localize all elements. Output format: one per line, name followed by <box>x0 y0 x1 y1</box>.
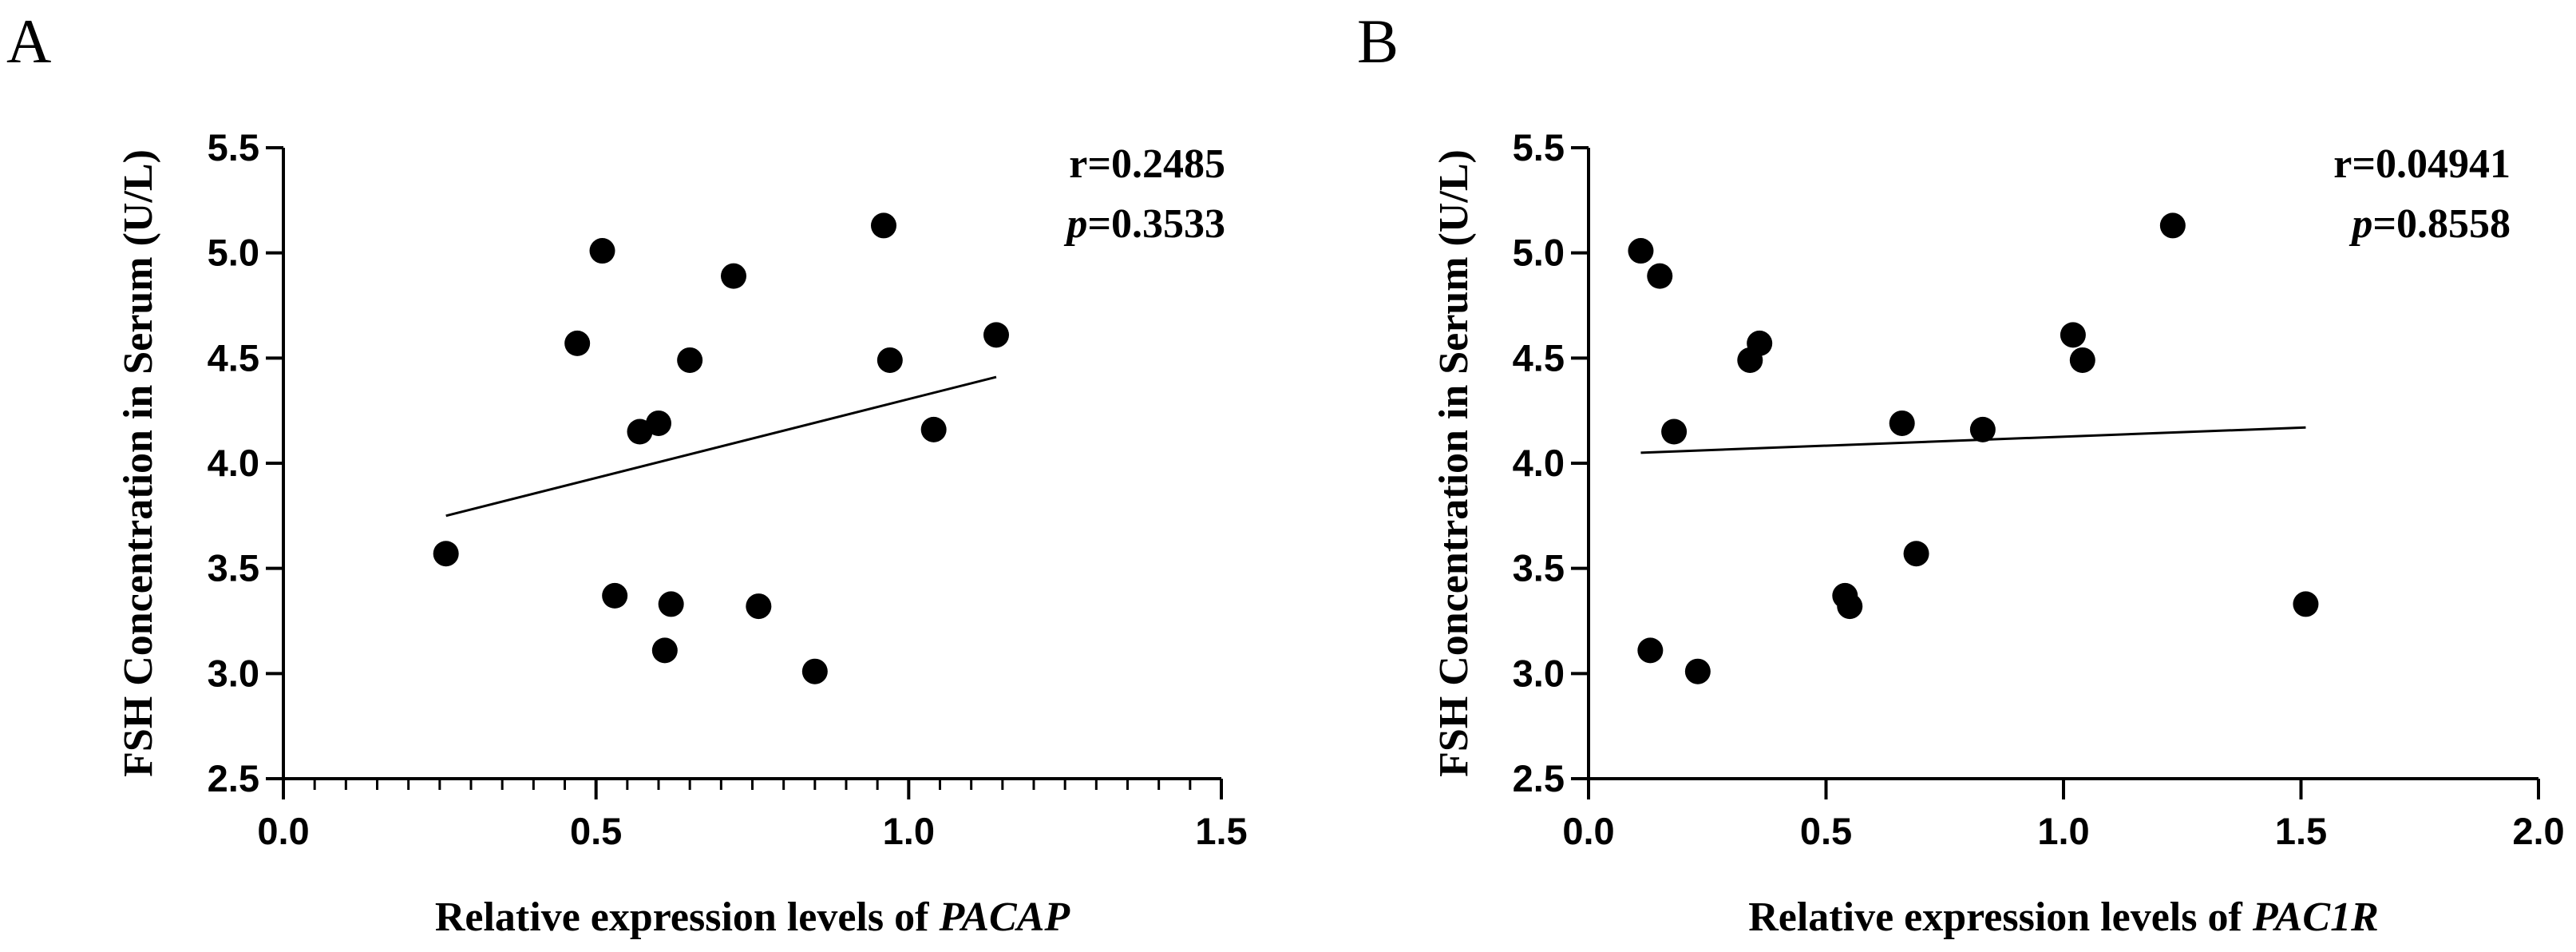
data-point <box>876 347 903 373</box>
data-point <box>646 410 671 436</box>
x-tick-label: 1.5 <box>1195 810 1247 852</box>
data-point <box>433 541 459 567</box>
y-axis-title: FSH Concentration in Serum (U/L) <box>116 149 161 777</box>
data-point <box>1747 330 1773 356</box>
x-axis-title: Relative expression levels of PACAP <box>435 894 1071 940</box>
data-point <box>658 591 684 617</box>
data-point <box>564 330 591 356</box>
x-axis-title-gene: PACAP <box>938 894 1070 940</box>
x-tick-label: 1.0 <box>2037 810 2089 852</box>
y-tick-label: 4.5 <box>208 336 259 379</box>
data-point <box>801 658 828 684</box>
stat-p-symbol: p <box>2348 201 2372 247</box>
x-tick-label: 1.5 <box>2275 810 2327 852</box>
data-point <box>602 582 628 609</box>
y-axis-title: FSH Concentration in Serum (U/L) <box>1431 149 1477 777</box>
y-tick-label: 2.5 <box>1513 757 1565 799</box>
x-tick-label: 2.0 <box>2512 810 2564 852</box>
panel-label: B <box>1357 6 1399 76</box>
x-axis-title-prefix: Relative expression levels of <box>1748 894 2253 940</box>
data-point <box>677 347 703 373</box>
x-tick-label: 0.5 <box>570 810 622 852</box>
x-tick-label: 1.0 <box>883 810 935 852</box>
y-tick-label: 5.5 <box>208 126 259 169</box>
regression-line <box>445 375 997 518</box>
y-tick-label: 5.5 <box>1513 126 1565 169</box>
data-point <box>2069 347 2095 373</box>
x-axis-title-gene: PAC1R <box>2252 894 2379 940</box>
y-tick-label: 4.5 <box>1513 336 1565 379</box>
x-axis-title: Relative expression levels of PAC1R <box>1748 894 2379 940</box>
x-tick-label: 0.5 <box>1800 810 1852 852</box>
data-point <box>589 238 615 264</box>
data-point <box>2159 212 2186 239</box>
data-point <box>920 416 947 442</box>
data-point <box>1889 410 1915 436</box>
x-axis-title-prefix: Relative expression levels of <box>435 894 940 940</box>
stat-p-value: =0.3533 <box>1087 201 1225 247</box>
y-tick-label: 4.0 <box>1513 442 1565 484</box>
y-tick-label: 3.0 <box>208 652 259 694</box>
data-point <box>1637 637 1664 664</box>
data-point <box>1647 263 1673 289</box>
regression-line <box>1640 426 2306 454</box>
stat-p-value: =0.8558 <box>2372 201 2511 247</box>
y-tick-label: 2.5 <box>208 757 259 799</box>
data-point <box>721 263 746 289</box>
data-point <box>983 322 1009 348</box>
panel-b: B 2.5 3.0 3.5 4.0 4.5 5.0 5.5 0.0 0.5 1.0 1.5 2.0 FSH… <box>1357 6 2565 940</box>
data-point <box>1837 593 1863 620</box>
data-point <box>2060 322 2086 348</box>
x-tick-label: 0.0 <box>257 810 309 852</box>
stat-r: r=0.2485 <box>1069 141 1225 187</box>
data-point <box>2293 591 2319 617</box>
data-point <box>651 637 678 664</box>
data-point <box>746 593 772 620</box>
stat-p-symbol: p <box>1063 201 1087 247</box>
y-tick-label: 4.0 <box>208 442 259 484</box>
stat-p: p=0.8558 <box>2348 201 2511 247</box>
y-tick-label: 3.5 <box>208 547 259 589</box>
panel-a: A 2.5 3.0 3.5 4.0 4.5 5.0 5.5 0.0 0.5 1.0 1.5 FSH Co… <box>6 6 1248 940</box>
data-point <box>871 212 896 239</box>
y-tick-label: 3.0 <box>1513 652 1565 694</box>
x-tick-label: 0.0 <box>1562 810 1614 852</box>
stat-r: r=0.04941 <box>2333 141 2511 187</box>
data-point <box>1628 238 1654 264</box>
panel-label: A <box>6 6 51 76</box>
y-tick-label: 5.0 <box>208 232 259 274</box>
data-point <box>1969 416 1996 442</box>
y-tick-label: 5.0 <box>1513 232 1565 274</box>
data-point <box>1684 658 1711 684</box>
y-tick-label: 3.5 <box>1513 547 1565 589</box>
data-point <box>1661 418 1688 445</box>
stat-p: p=0.3533 <box>1063 201 1225 247</box>
data-point <box>1903 541 1929 567</box>
